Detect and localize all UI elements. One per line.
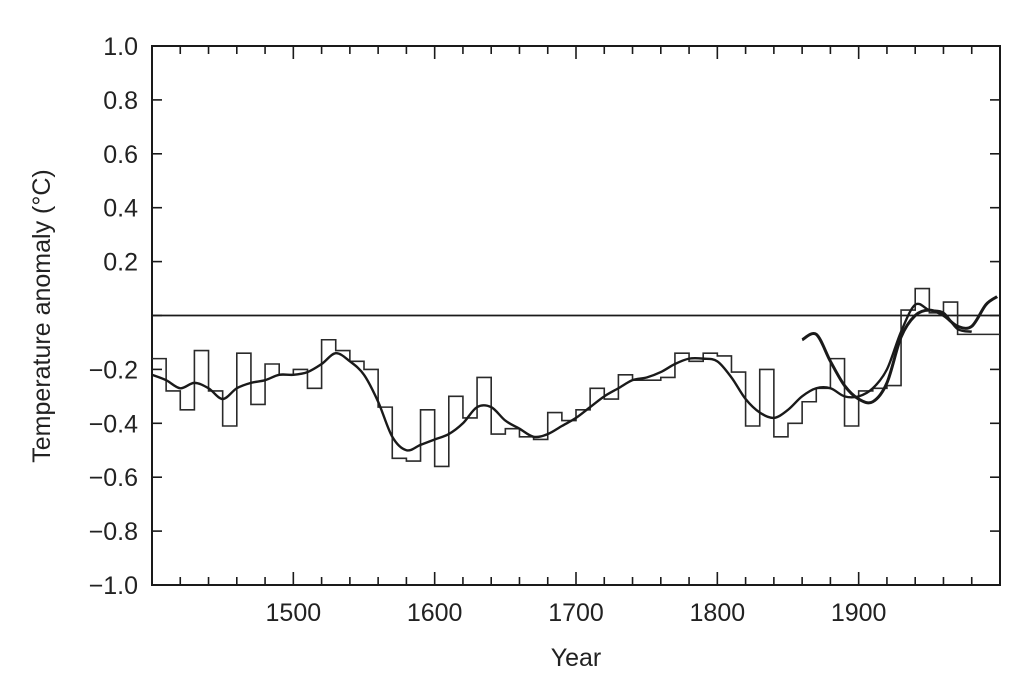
x-tick-label: 1900	[831, 599, 887, 627]
series-smooth-proxy	[151, 302, 972, 452]
series-smooth-instrumental	[801, 295, 999, 405]
y-tick-label: −0.4	[89, 410, 138, 438]
y-tick-label: −0.6	[89, 464, 138, 492]
x-tick-label: 1500	[266, 599, 322, 627]
y-tick-label: 0.2	[103, 249, 138, 277]
y-tick-label: 0.6	[103, 141, 138, 169]
x-tick-label: 1600	[407, 599, 463, 627]
x-axis-label: Year	[551, 644, 602, 672]
series-step-decadal	[152, 287, 1000, 468]
y-tick-label: 0.8	[103, 87, 138, 115]
y-tick-label: 0.4	[103, 195, 138, 223]
x-tick-label: 1800	[690, 599, 746, 627]
y-tick-label: −0.8	[89, 518, 138, 546]
y-tick-label: −1.0	[89, 572, 138, 600]
x-tick-label: 1700	[548, 599, 604, 627]
y-tick-label: −0.2	[89, 356, 138, 384]
y-tick-label: 1.0	[103, 33, 138, 61]
axis-tick-labels: 1500 1600 1700 1800 1900 1.0 0.8 0.6 0.4 0.2 −0.2 −…	[89, 33, 887, 627]
axis-ticks	[152, 45, 1000, 586]
y-axis-label: Temperature anomaly (°C)	[28, 169, 56, 462]
series-group	[151, 287, 1000, 468]
